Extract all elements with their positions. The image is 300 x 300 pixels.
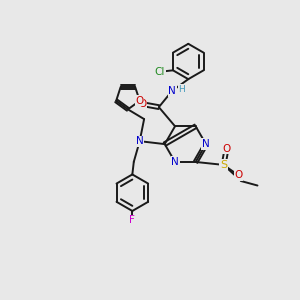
Text: N: N bbox=[168, 86, 176, 96]
Text: N: N bbox=[136, 136, 144, 146]
Text: F: F bbox=[129, 215, 135, 225]
Text: H: H bbox=[178, 85, 185, 94]
Text: O: O bbox=[139, 99, 147, 109]
Text: O: O bbox=[136, 96, 144, 106]
Text: Cl: Cl bbox=[154, 67, 165, 77]
Text: O: O bbox=[222, 144, 231, 154]
Text: S: S bbox=[220, 160, 227, 170]
Text: N: N bbox=[171, 157, 179, 167]
Text: O: O bbox=[234, 170, 242, 180]
Text: N: N bbox=[202, 139, 210, 149]
